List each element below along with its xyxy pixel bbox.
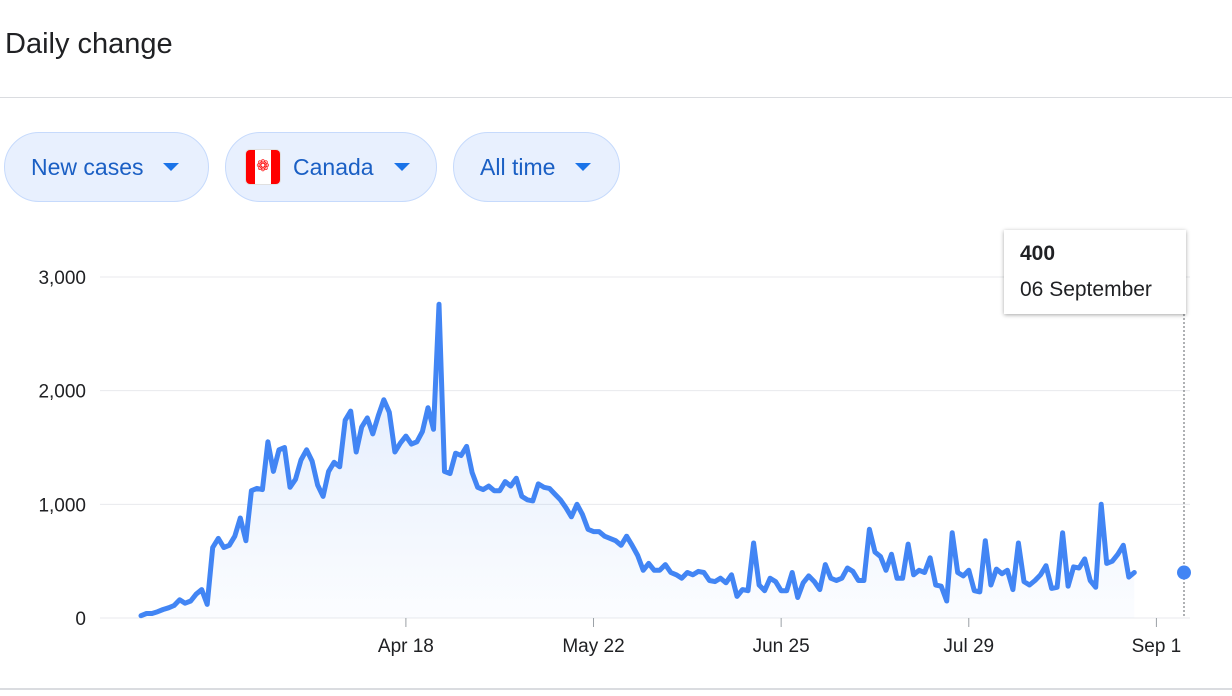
metric-dropdown[interactable]: New cases [4, 132, 209, 202]
time-range-dropdown-label: All time [480, 153, 556, 180]
highlight-point [1177, 565, 1191, 580]
metric-dropdown-label: New cases [31, 153, 144, 180]
y-tick-label: 0 [75, 609, 86, 630]
series-area [141, 304, 1135, 618]
y-tick-label: 1,000 [38, 495, 86, 516]
y-tick-label: 3,000 [38, 268, 86, 289]
canada-flag-icon: ❁ [245, 149, 281, 185]
x-tick-label: Sep 1 [1132, 636, 1182, 657]
y-tick-label: 2,000 [38, 382, 86, 403]
header-divider [0, 97, 1232, 98]
chart-tooltip: 400 06 September [1004, 230, 1186, 314]
time-range-dropdown[interactable]: All time [453, 132, 620, 202]
chevron-down-icon [575, 163, 592, 171]
x-tick-label: Jul 29 [943, 636, 994, 657]
tooltip-date: 06 September [1020, 278, 1152, 301]
region-dropdown-label: Canada [293, 153, 374, 180]
chevron-down-icon [163, 163, 180, 171]
tooltip-value: 400 [1020, 242, 1056, 265]
x-tick-label: Apr 18 [378, 636, 434, 657]
footer-divider [0, 688, 1232, 690]
daily-cases-chart[interactable]: 0 1,000 2,000 3,000 Apr 18 May 22 Jun 25 Jul 29… [0, 220, 1232, 680]
region-dropdown[interactable]: ❁ Canada [225, 132, 437, 202]
x-tick-label: Jun 25 [753, 636, 810, 657]
chevron-down-icon [393, 163, 410, 171]
page-title: Daily change [5, 28, 173, 60]
series-line [138, 301, 1137, 619]
x-tick-label: May 22 [562, 636, 624, 657]
